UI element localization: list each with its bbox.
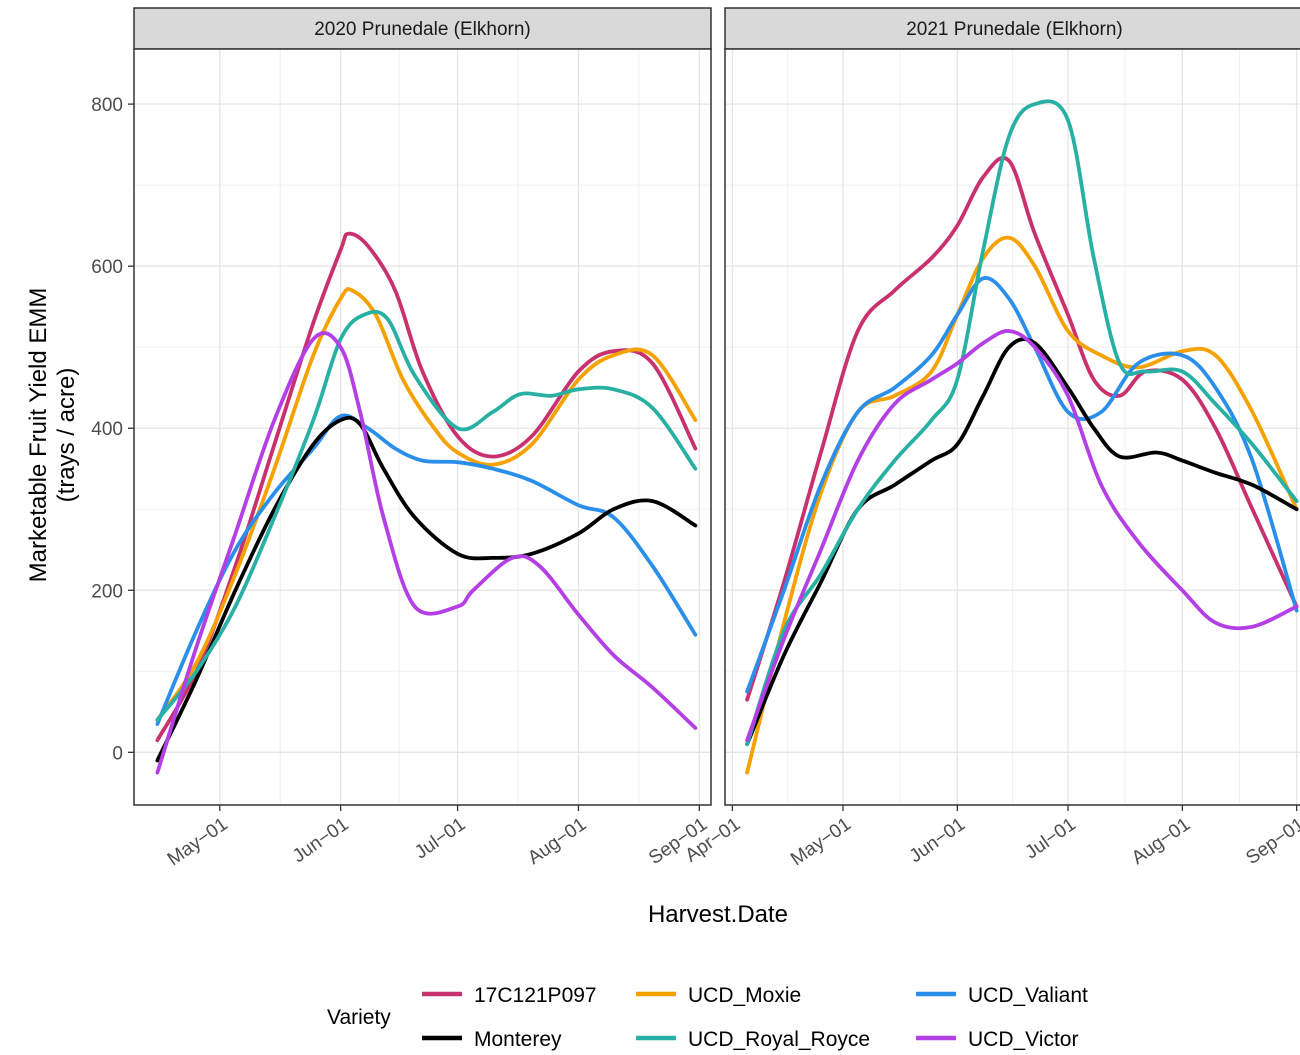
legend-label: UCD_Valiant (968, 984, 1088, 1007)
x-tick-label: Jun−01 (906, 814, 970, 867)
x-tick-label: Jul−01 (1021, 814, 1079, 864)
y-tick-label: 200 (91, 581, 123, 602)
legend-entries: 17C121P097 UCD_Moxie UCD_Valiant Monterey UC… (422, 984, 1088, 1051)
series-line-ucd-moxie (155, 287, 698, 722)
series-line-ucd-royal-royce (745, 99, 1299, 747)
legend-title: Variety (327, 1006, 391, 1029)
legend-label: Monterey (474, 1028, 562, 1051)
series-line-monterey (155, 415, 698, 763)
strip-label-2021: 2021 Prunedale (Elkhorn) (906, 19, 1123, 40)
y-tick-label: 600 (91, 257, 123, 278)
strip-label-2020: 2020 Prunedale (Elkhorn) (314, 19, 531, 40)
series-line-ucd-valiant (155, 413, 698, 726)
series-line-ucd-moxie (745, 235, 1299, 775)
series-line-ucd-victor (745, 329, 1299, 743)
x-axis-title: Harvest.Date (648, 901, 788, 928)
strip-2020 (133, 7, 712, 50)
panel-2021: 2021 Prunedale (Elkhorn) Apr−01 May−01 Jun… (682, 7, 1300, 870)
y-tick-label: 400 (91, 419, 123, 440)
x-tick-label: May−01 (164, 814, 232, 870)
series-line-17c121p097 (745, 155, 1299, 702)
series-2021 (745, 99, 1299, 775)
y-axis-title-line-2: (trays / acre) (53, 368, 80, 503)
series-line-ucd-victor (155, 331, 698, 775)
series-2020 (155, 231, 698, 775)
legend-label: UCD_Victor (968, 1028, 1078, 1051)
y-axis: 0 200 400 600 800 (91, 95, 134, 764)
legend-label: UCD_Moxie (688, 984, 801, 1007)
grid-2021 (725, 49, 1300, 805)
legend-label: 17C121P097 (474, 984, 597, 1007)
x-tick-label: Jul−01 (411, 814, 469, 864)
series-line-17c121p097 (155, 231, 698, 743)
plot-border-2021 (724, 48, 1300, 806)
y-axis-title: Marketable Fruit Yield EMM (trays / acre… (25, 288, 80, 583)
series-line-ucd-valiant (745, 276, 1299, 694)
y-tick-label: 0 (112, 743, 123, 764)
x-tick-label: Aug−01 (524, 814, 590, 869)
legend-label: UCD_Royal_Royce (688, 1028, 870, 1051)
x-tick-label: Aug−01 (1128, 814, 1194, 869)
plot-border-2020 (133, 48, 712, 806)
strip-2021 (724, 7, 1300, 50)
y-tick-label: 800 (91, 95, 123, 116)
panel-2020: 2020 Prunedale (Elkhorn) May−01 Jun−01 Jul… (91, 7, 712, 870)
x-axis-2021: Apr−01 May−01 Jun−01 Jul−01 Aug−01 Sep−01 (682, 805, 1300, 870)
y-axis-title-line-1: Marketable Fruit Yield EMM (25, 288, 52, 583)
x-tick-label: Jun−01 (289, 814, 353, 867)
series-line-ucd-royal-royce (155, 309, 698, 722)
x-tick-label: Sep−01 (1242, 814, 1300, 869)
x-axis-2020: May−01 Jun−01 Jul−01 Aug−01 Sep−01 (164, 805, 711, 870)
plot-area-2020 (134, 49, 711, 805)
legend: Variety 17C121P097 UCD_Moxie UCD_Valiant Mo… (327, 984, 1088, 1051)
x-tick-label: May−01 (787, 814, 855, 870)
